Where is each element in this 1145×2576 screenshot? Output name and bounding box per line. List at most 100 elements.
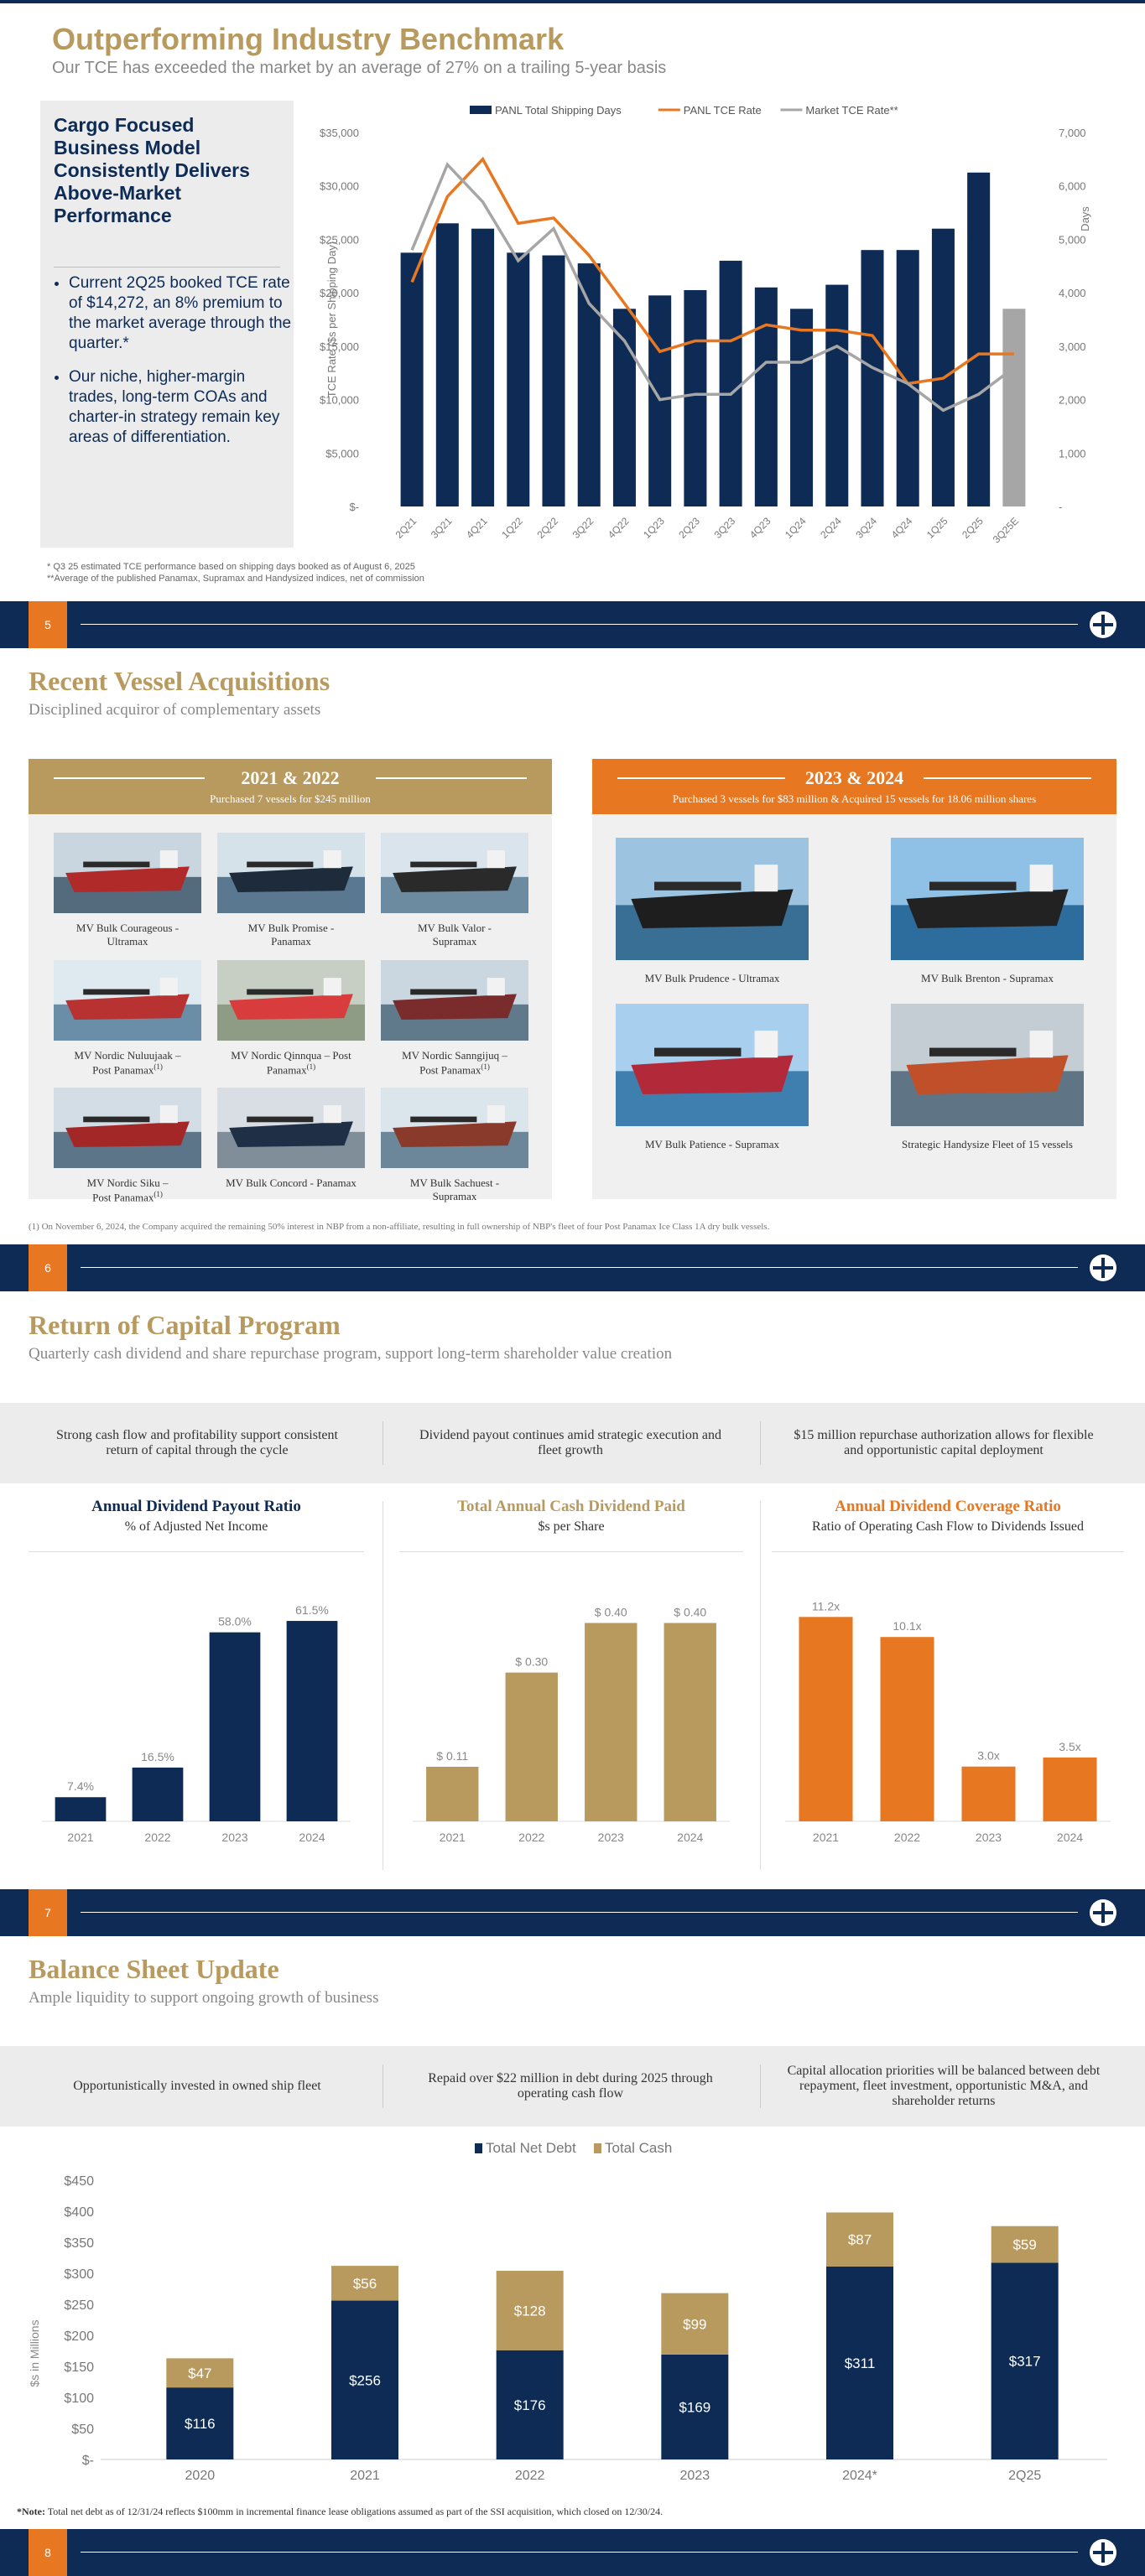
x-tick-label: 4Q24 xyxy=(889,515,915,541)
note-text: Total net debt as of 12/31/24 reflects $… xyxy=(44,2506,664,2517)
slide5-sidebar: Cargo Focused Business Model Consistentl… xyxy=(40,101,294,548)
bar xyxy=(585,1623,638,1821)
bar xyxy=(286,1621,338,1821)
x-tick-label: 2024 xyxy=(677,1831,703,1844)
panel-2023-2024: 2023 & 2024 Purchased 3 vessels for $83 … xyxy=(592,759,1116,1199)
vessel-card: MV Bulk Patience - Supramax xyxy=(616,1004,809,1151)
data-label: $317 xyxy=(1009,2354,1041,2370)
bar-shipping-days xyxy=(931,228,955,506)
footnote-marker: (1) xyxy=(306,1062,316,1071)
header-rule-right xyxy=(376,777,527,779)
header-rule-right xyxy=(924,777,1091,779)
bar-shipping-days xyxy=(896,250,919,506)
footnote-marker: (1) xyxy=(154,1062,163,1071)
legend-label: PANL TCE Rate xyxy=(684,104,762,117)
company-logo-icon xyxy=(1090,2539,1116,2566)
x-tick-label: 3Q24 xyxy=(853,515,879,541)
vessel-caption: MV Nordic Sanngijuq – Post Panamax(1) xyxy=(381,1049,528,1077)
x-tick-label: 2023 xyxy=(221,1831,247,1844)
x-tick-label: 2024 xyxy=(1057,1831,1083,1844)
x-tick-label: 3Q21 xyxy=(429,515,455,541)
data-label: $128 xyxy=(514,2303,546,2319)
x-tick-label: 2022 xyxy=(515,2469,545,2483)
bar-cash xyxy=(661,2293,729,2355)
vessel-name: MV Bulk Valor - xyxy=(418,922,492,934)
x-tick-label: 4Q21 xyxy=(464,515,490,541)
panel-2021-2022-header: 2021 & 2022 Purchased 7 vessels for $245… xyxy=(29,759,552,814)
y-tick-label: $450 xyxy=(64,2174,94,2189)
bar-net-debt xyxy=(331,2300,398,2459)
data-label: 3.0x xyxy=(977,1749,999,1763)
vessel-class: Ultramax xyxy=(107,935,148,948)
y-tick-label: $- xyxy=(82,2454,94,2468)
bar-cash xyxy=(826,2212,893,2267)
slide6-footnote: (1) On November 6, 2024, the Company acq… xyxy=(29,1222,770,1232)
vessel-caption: MV Bulk Sachuest - Supramax xyxy=(381,1176,528,1203)
x-tick-label: 2022 xyxy=(518,1831,544,1844)
coverage-chart-title: Annual Dividend Coverage Ratio xyxy=(835,1498,1061,1515)
x-tick-label: 2Q24 xyxy=(818,515,844,541)
x-tick-label: 2023 xyxy=(598,1831,624,1844)
data-label: $169 xyxy=(679,2399,710,2415)
bar-cash xyxy=(331,2266,398,2301)
legend-label: Total Net Debt xyxy=(486,2140,576,2156)
legend-label: PANL Total Shipping Days xyxy=(495,104,622,117)
dividend-paid-chart: $ 0.11 2021 $ 0.30 2022 $ 0.40 2023 $ 0.40 2024 xyxy=(413,1605,730,1844)
bar-net-debt xyxy=(496,2350,564,2459)
bullet-niche-trades: Our niche, higher-margin trades, long-te… xyxy=(69,367,295,448)
slide8-banner: Opportunistically invested in owned ship… xyxy=(0,2046,1145,2127)
slide7-subtitle: Quarterly cash dividend and share repurc… xyxy=(29,1345,673,1363)
bar-cash xyxy=(166,2358,234,2388)
vessel-photo xyxy=(54,960,201,1041)
vessel-photo xyxy=(381,833,528,913)
vessel-caption: MV Nordic Nuluujaak – Post Panamax(1) xyxy=(54,1049,201,1077)
slide5-title: Outperforming Industry Benchmark xyxy=(52,22,565,56)
x-tick-label: 2Q22 xyxy=(534,515,560,541)
data-label: 11.2x xyxy=(812,1599,840,1613)
vessel-photo xyxy=(616,838,809,960)
vessel-name: MV Bulk Sachuest - xyxy=(409,1176,500,1189)
company-logo-icon xyxy=(1090,611,1116,638)
vessel-class: Panamax(1) xyxy=(266,1062,316,1077)
header-rule-left xyxy=(54,777,205,779)
x-tick-label: 1Q25 xyxy=(924,515,950,541)
banner-divider xyxy=(760,1421,761,1465)
slide5-footer: 5 xyxy=(0,601,1145,648)
vessel-photo xyxy=(616,1004,809,1126)
x-tick-label: 1Q23 xyxy=(641,515,667,541)
footer-rule xyxy=(81,624,1078,625)
y-tick-label: $10,000 xyxy=(320,394,359,407)
vessel-name: MV Nordic Qinnqua – Post xyxy=(231,1049,351,1062)
vessel-caption: MV Nordic Qinnqua – Post Panamax(1) xyxy=(217,1049,365,1077)
vessel-card: MV Bulk Valor - Supramax xyxy=(381,833,528,948)
bar-net-debt xyxy=(166,2387,234,2459)
vessel-caption: MV Bulk Promise - Panamax xyxy=(217,922,365,948)
x-tick-label: 4Q22 xyxy=(606,515,632,541)
chart-vdivider xyxy=(760,1501,761,1870)
banner-debt-repaid: Repaid over $22 million in debt during 2… xyxy=(428,2071,713,2101)
footnote-marker: (1) xyxy=(481,1062,490,1071)
y2-tick-label: 6,000 xyxy=(1059,180,1086,193)
data-label: $87 xyxy=(848,2232,872,2248)
vessel-card: Strategic Handysize Fleet of 15 vessels xyxy=(891,1004,1084,1151)
x-tick-label: 2023 xyxy=(976,1831,1002,1844)
bar-shipping-days xyxy=(967,172,991,506)
bar-shipping-days xyxy=(684,289,707,506)
data-label: $311 xyxy=(845,2355,876,2371)
bar-shipping-days xyxy=(612,309,636,506)
x-tick-label: 2021 xyxy=(67,1831,93,1844)
x-tick-label: 2Q25 xyxy=(960,515,986,541)
footer-rule xyxy=(81,1912,1078,1913)
data-label: $56 xyxy=(353,2276,377,2292)
data-label: $ 0.40 xyxy=(595,1605,627,1618)
vessel-name: MV Nordic Siku – xyxy=(86,1176,169,1189)
slide8-title: Balance Sheet Update xyxy=(29,1954,279,1984)
vessel-name: MV Bulk Courageous - xyxy=(75,922,180,934)
y-tick-label: $30,000 xyxy=(320,180,359,193)
vessel-photo xyxy=(217,833,365,913)
vessel-class: Post Panamax(1) xyxy=(92,1062,163,1077)
x-tick-label: 1Q24 xyxy=(783,515,809,541)
slide6-title: Recent Vessel Acquisitions xyxy=(29,666,330,696)
vessel-caption: MV Bulk Valor - Supramax xyxy=(381,922,528,948)
header-rule-left xyxy=(617,777,785,779)
